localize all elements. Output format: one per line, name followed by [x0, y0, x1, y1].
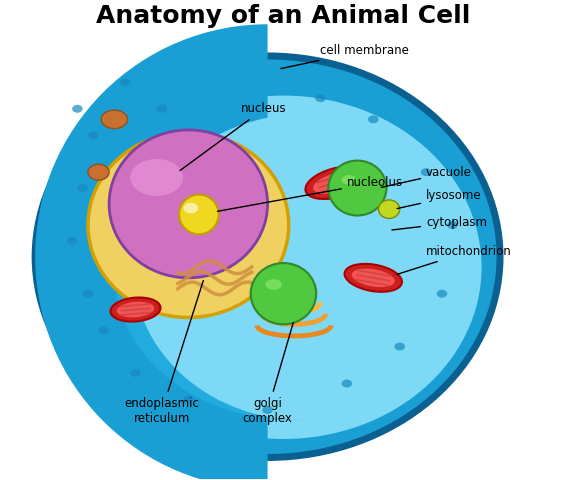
Ellipse shape	[395, 343, 405, 350]
Ellipse shape	[250, 263, 316, 324]
Text: cell membrane: cell membrane	[281, 44, 409, 69]
Ellipse shape	[342, 175, 356, 185]
Ellipse shape	[35, 56, 500, 457]
Ellipse shape	[183, 396, 193, 403]
Ellipse shape	[115, 125, 473, 420]
Ellipse shape	[345, 264, 402, 292]
Ellipse shape	[117, 301, 154, 317]
Ellipse shape	[130, 369, 141, 377]
Wedge shape	[35, 24, 268, 480]
Ellipse shape	[111, 298, 161, 322]
Ellipse shape	[183, 203, 198, 214]
Text: nucleus: nucleus	[180, 102, 287, 170]
Text: lysosome: lysosome	[397, 190, 482, 209]
Ellipse shape	[88, 132, 289, 317]
Ellipse shape	[85, 96, 482, 439]
Ellipse shape	[421, 168, 432, 176]
Ellipse shape	[88, 131, 99, 139]
Ellipse shape	[265, 279, 282, 290]
Ellipse shape	[305, 167, 367, 199]
Ellipse shape	[156, 105, 167, 113]
Ellipse shape	[342, 380, 352, 387]
Text: Anatomy of an Animal Cell: Anatomy of an Animal Cell	[96, 4, 470, 28]
Ellipse shape	[447, 221, 458, 229]
Ellipse shape	[313, 172, 359, 194]
Ellipse shape	[262, 406, 273, 414]
Ellipse shape	[78, 184, 88, 192]
Text: endoplasmic
reticulum: endoplasmic reticulum	[125, 280, 203, 425]
Ellipse shape	[67, 237, 78, 245]
Ellipse shape	[99, 327, 109, 335]
Text: cytoplasm: cytoplasm	[392, 216, 487, 230]
Text: mitochondrion: mitochondrion	[397, 245, 512, 275]
Ellipse shape	[179, 194, 219, 234]
Ellipse shape	[101, 110, 128, 129]
Ellipse shape	[88, 164, 109, 180]
Ellipse shape	[379, 200, 400, 218]
Ellipse shape	[368, 115, 379, 123]
Ellipse shape	[83, 290, 93, 298]
Ellipse shape	[119, 78, 130, 86]
Ellipse shape	[437, 290, 447, 298]
Ellipse shape	[109, 130, 268, 278]
Ellipse shape	[315, 94, 326, 102]
Ellipse shape	[72, 105, 83, 113]
Ellipse shape	[130, 159, 183, 196]
Ellipse shape	[133, 114, 476, 420]
Ellipse shape	[352, 269, 395, 287]
Text: nucleolus: nucleolus	[218, 176, 403, 211]
Text: golgi
complex: golgi complex	[243, 323, 293, 425]
Ellipse shape	[328, 161, 386, 216]
Text: vacuole: vacuole	[381, 166, 472, 187]
